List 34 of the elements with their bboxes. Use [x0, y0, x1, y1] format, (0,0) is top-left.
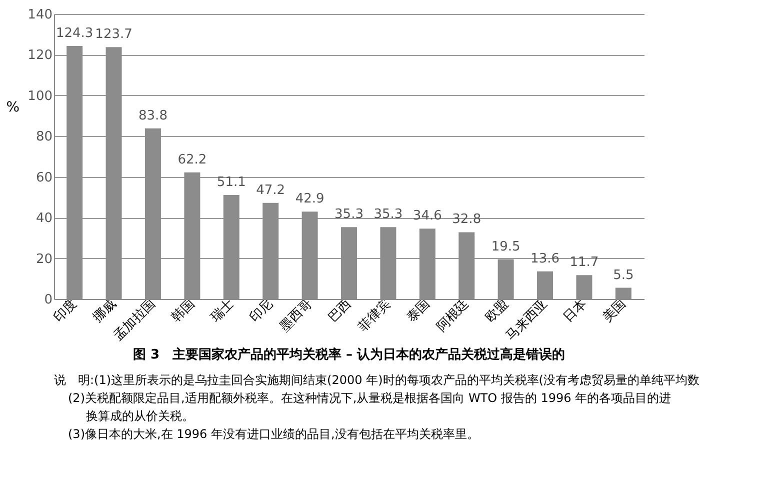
- data-label: 47.2: [256, 182, 286, 198]
- data-label: 11.7: [570, 255, 599, 270]
- text: 图 3 主要国家农产品的平均关税率 – 认为日本的农产品关税过高是错误的: [132, 346, 566, 363]
- x-tick-label: 泰国: [404, 296, 434, 326]
- text: 换算成的从价关税。: [86, 409, 194, 423]
- text: 说 明:(1)这里所表示的是乌拉圭回合实施期间结束(2000 年)时的每项农产品的平均关税率(没有考虑贸易量的单纯平均数: [54, 373, 700, 387]
- y-axis-title: %: [6, 100, 20, 116]
- text: (3)像日本的大米,在 1996 年没有进口业绩的品目,没有包括在平均关税率里。: [68, 427, 479, 441]
- y-tick-label: 20: [36, 252, 52, 267]
- data-label: 62.2: [178, 152, 207, 168]
- data-label: 123.7: [95, 27, 132, 42]
- text: (2)关税配额限定品目,适用配额外税率。在这种情况下,从量税是根据各国向 WTO 报告的 1996 年的各项品目的进: [68, 391, 672, 405]
- y-tick-label: 120: [28, 48, 52, 64]
- x-tick-label: 瑞士: [208, 296, 238, 326]
- y-tick-label: 60: [36, 170, 52, 186]
- x-tick-label: 印度: [50, 296, 80, 326]
- x-tick-label: 日本: [560, 296, 590, 326]
- y-tick-label: 100: [28, 88, 52, 104]
- x-tick-label: 墨西哥: [277, 296, 316, 335]
- data-label: 5.5: [613, 268, 634, 283]
- x-tick-label: 挪威: [90, 296, 120, 326]
- x-tick-label: 巴西: [326, 296, 355, 326]
- y-tick-label: 140: [28, 8, 52, 22]
- y-tick-label: 0: [44, 292, 52, 308]
- y-tick-label: 80: [36, 130, 52, 145]
- data-label: 51.1: [216, 174, 246, 190]
- data-label: 124.3: [56, 26, 94, 41]
- x-tick-label: 阿根廷: [434, 296, 472, 335]
- x-tick-label: 韩国: [168, 296, 198, 326]
- x-tick-label: 美国: [599, 296, 630, 326]
- y-tick-label: 40: [36, 211, 52, 226]
- data-label: 19.5: [491, 239, 520, 254]
- data-label: 42.9: [295, 192, 324, 207]
- data-label: 83.8: [138, 108, 168, 124]
